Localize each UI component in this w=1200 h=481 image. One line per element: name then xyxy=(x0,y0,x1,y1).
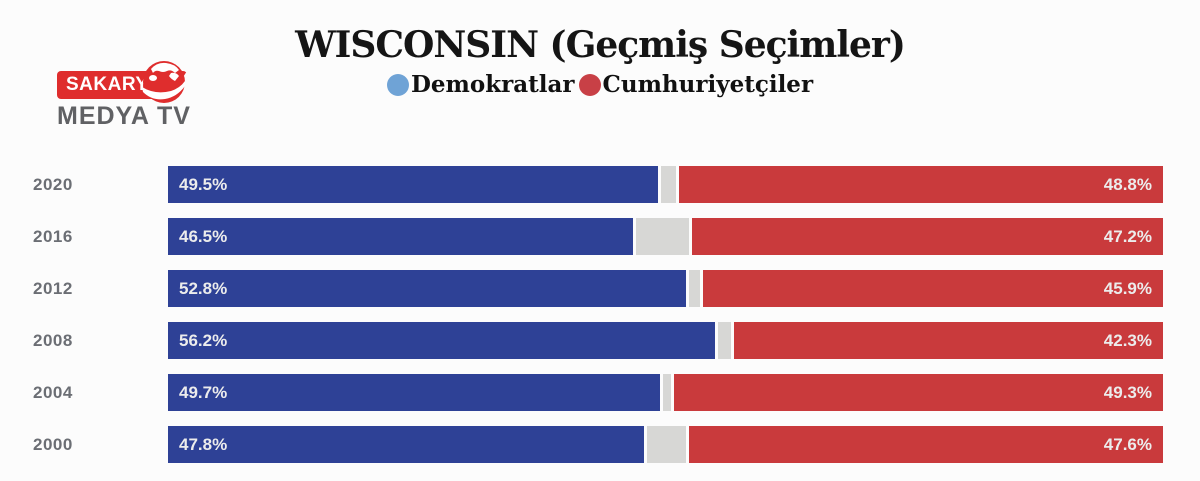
legend: Demokratlar Cumhuriyetçiler xyxy=(0,71,1200,98)
republican-value-label: 42.3% xyxy=(1103,330,1152,350)
bar-track: 46.5% 47.2% xyxy=(168,218,1163,255)
bar-track: 56.2% 42.3% xyxy=(168,322,1163,359)
bar-chart: 2020 49.5% 48.8% 2016 46.5% 47.2% 2012 xyxy=(0,166,1200,478)
republican-legend-dot-icon xyxy=(578,73,601,96)
bar-row: 2016 46.5% 47.2% xyxy=(0,218,1200,255)
bar-row: 2008 56.2% 42.3% xyxy=(0,322,1200,359)
democrat-bar-segment: 56.2% xyxy=(168,322,716,359)
republican-bar-segment: 48.8% xyxy=(678,166,1163,203)
bar-track: 52.8% 45.9% xyxy=(168,270,1163,307)
republican-value-label: 45.9% xyxy=(1103,278,1152,298)
bar-row: 2004 49.7% 49.3% xyxy=(0,374,1200,411)
other-bar-segment xyxy=(635,218,690,255)
bar-track: 47.8% 47.6% xyxy=(168,426,1163,463)
democrat-bar-segment: 46.5% xyxy=(168,218,633,255)
democrat-value-label: 47.8% xyxy=(179,434,228,454)
legend-label-republicans: Cumhuriyetçiler xyxy=(602,71,814,98)
legend-item-democrats: Demokratlar xyxy=(386,71,575,98)
logo-top-row: SAKARYA xyxy=(57,61,217,103)
republican-value-label: 47.6% xyxy=(1103,434,1152,454)
republican-bar-segment: 47.6% xyxy=(688,426,1163,463)
legend-label-democrats: Demokratlar xyxy=(410,71,575,98)
year-label: 2008 xyxy=(33,330,73,350)
democrat-bar-segment: 49.5% xyxy=(168,166,659,203)
republican-value-label: 49.3% xyxy=(1103,382,1152,402)
democrat-value-label: 52.8% xyxy=(179,278,228,298)
democrat-value-label: 56.2% xyxy=(179,330,228,350)
republican-bar-segment: 42.3% xyxy=(733,322,1163,359)
year-label: 2000 xyxy=(33,434,73,454)
other-bar-segment xyxy=(646,426,686,463)
other-bar-segment xyxy=(689,270,701,307)
year-label: 2016 xyxy=(33,226,73,246)
democrat-bar-segment: 49.7% xyxy=(168,374,660,411)
logo-subtitle: MEDYA TV xyxy=(57,102,191,130)
bar-row: 2020 49.5% 48.8% xyxy=(0,166,1200,203)
democrat-bar-segment: 47.8% xyxy=(168,426,644,463)
bar-track: 49.7% 49.3% xyxy=(168,374,1163,411)
republican-bar-segment: 45.9% xyxy=(703,270,1163,307)
republican-value-label: 47.2% xyxy=(1103,226,1152,246)
chart-title: WISCONSIN (Geçmiş Seçimler) xyxy=(295,24,906,66)
republican-bar-segment: 49.3% xyxy=(674,374,1163,411)
republican-value-label: 48.8% xyxy=(1103,174,1152,194)
legend-item-republicans: Cumhuriyetçiler xyxy=(578,71,814,98)
republican-bar-segment: 47.2% xyxy=(692,218,1163,255)
bar-row: 2012 52.8% 45.9% xyxy=(0,270,1200,307)
year-label: 2004 xyxy=(33,382,73,402)
democrat-bar-segment: 52.8% xyxy=(168,270,687,307)
other-bar-segment xyxy=(662,374,672,411)
year-label: 2020 xyxy=(33,174,73,194)
bar-track: 49.5% 48.8% xyxy=(168,166,1163,203)
democrat-value-label: 46.5% xyxy=(179,226,228,246)
globe-icon xyxy=(141,59,187,110)
other-bar-segment xyxy=(661,166,676,203)
democrat-legend-dot-icon xyxy=(386,73,409,96)
year-label: 2012 xyxy=(33,278,73,298)
bar-row: 2000 47.8% 47.6% xyxy=(0,426,1200,463)
democrat-value-label: 49.7% xyxy=(179,382,228,402)
democrat-value-label: 49.5% xyxy=(179,174,228,194)
channel-logo: SAKARYA MEDYA TV xyxy=(57,61,217,131)
other-bar-segment xyxy=(718,322,731,359)
